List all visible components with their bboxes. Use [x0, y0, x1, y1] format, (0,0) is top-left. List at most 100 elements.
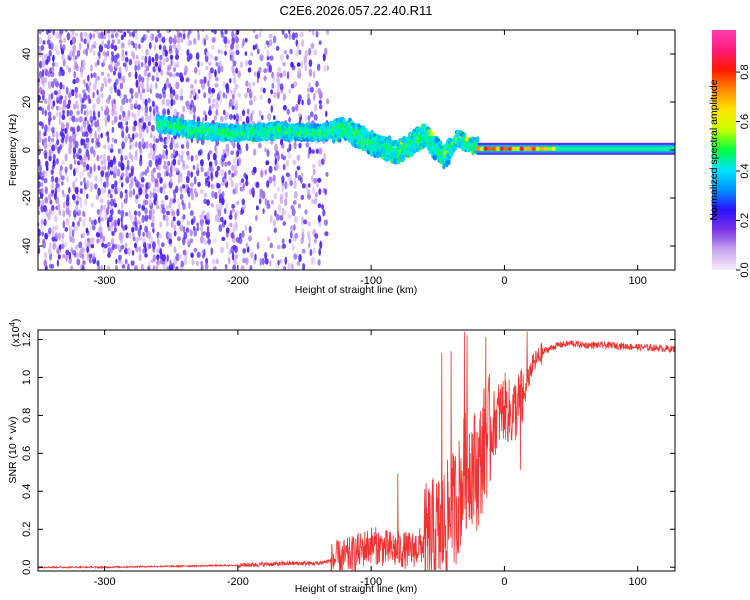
noise-dot — [155, 199, 158, 206]
spectrogram-y-label: Frequency (Hz) — [7, 114, 19, 186]
noise-dot — [277, 204, 282, 213]
noise-dot — [165, 154, 169, 160]
noise-dot — [142, 187, 146, 196]
noise-dot — [78, 216, 82, 222]
noise-dot — [214, 69, 217, 78]
noise-dot — [127, 263, 130, 270]
noise-dot — [81, 253, 85, 260]
noise-dot — [113, 219, 118, 228]
noise-dot — [315, 192, 318, 198]
noise-dot — [114, 61, 118, 68]
noise-dot — [158, 165, 161, 171]
carrier-hot — [491, 146, 496, 151]
noise-dot — [107, 34, 111, 41]
noise-dot — [74, 86, 79, 93]
noise-dot — [40, 218, 44, 226]
noise-dot — [245, 242, 249, 249]
signal-cell — [220, 123, 225, 129]
noise-dot — [131, 93, 134, 100]
noise-dot — [56, 139, 60, 145]
noise-dot — [85, 148, 90, 157]
noise-dot — [223, 109, 226, 116]
noise-dot — [64, 95, 68, 101]
noise-dot — [167, 232, 173, 239]
noise-dot — [155, 71, 159, 79]
noise-dot — [215, 109, 219, 116]
noise-dot — [245, 115, 250, 124]
signal-cell — [184, 120, 188, 127]
noise-dot — [135, 55, 139, 60]
noise-dot — [128, 232, 132, 239]
noise-dot — [52, 54, 55, 63]
noise-dot — [164, 194, 169, 201]
noise-dot — [270, 199, 274, 205]
noise-dot — [128, 172, 132, 178]
spectrogram-y-tick-label: -20 — [21, 190, 33, 206]
noise-dot — [61, 132, 65, 141]
noise-dot — [291, 263, 294, 270]
noise-dot — [81, 265, 85, 270]
noise-dot — [90, 72, 93, 79]
noise-dot — [200, 61, 204, 67]
noise-dot — [212, 98, 216, 104]
noise-dot — [90, 243, 95, 249]
noise-dot — [231, 51, 235, 57]
noise-dot — [178, 172, 183, 177]
noise-dot — [38, 246, 41, 255]
noise-dot — [93, 163, 96, 172]
noise-dot — [41, 30, 45, 33]
noise-dot — [288, 30, 291, 35]
noise-dot — [132, 232, 135, 238]
noise-dot — [294, 50, 299, 57]
noise-dot — [313, 177, 318, 184]
noise-dot — [59, 82, 63, 90]
noise-dot — [248, 188, 252, 196]
noise-dot — [228, 98, 233, 107]
noise-dot — [140, 61, 144, 68]
snr-y-tick-label: 0.6 — [21, 446, 33, 461]
noise-dot — [158, 60, 163, 69]
noise-dot — [122, 110, 126, 118]
noise-dot — [100, 71, 105, 77]
noise-dot — [291, 243, 295, 251]
noise-dot — [100, 169, 105, 178]
noise-dot — [51, 175, 55, 183]
noise-dot — [226, 161, 232, 166]
noise-dot — [100, 160, 104, 166]
noise-dot — [179, 88, 184, 97]
noise-dot — [311, 256, 315, 265]
noise-dot — [321, 204, 324, 210]
noise-dot — [296, 165, 301, 171]
noise-dot — [89, 32, 92, 40]
noise-dot — [61, 54, 65, 61]
noise-dot — [134, 43, 138, 51]
noise-dot — [210, 30, 214, 33]
noise-dot — [82, 260, 86, 266]
noise-dot — [85, 109, 89, 117]
noise-dot — [190, 84, 194, 89]
noise-dot — [107, 39, 111, 45]
noise-dot — [165, 139, 169, 145]
noise-dot — [182, 202, 186, 211]
noise-dot — [177, 159, 181, 166]
noise-dot — [264, 252, 268, 260]
noise-dot — [151, 153, 156, 161]
noise-dot — [274, 143, 278, 152]
noise-dot — [72, 221, 75, 228]
noise-dot — [190, 252, 194, 258]
noise-dot — [124, 258, 128, 265]
noise-dot — [41, 59, 46, 68]
noise-dot — [55, 44, 58, 53]
noise-dot — [74, 205, 79, 212]
noise-dot — [173, 61, 176, 68]
noise-dot — [117, 187, 121, 193]
noise-dot — [73, 71, 76, 79]
noise-dot — [92, 51, 96, 56]
noise-dot — [173, 246, 177, 254]
noise-dot — [89, 166, 93, 174]
snr-background — [38, 330, 675, 571]
noise-dot — [175, 185, 179, 194]
noise-dot — [113, 98, 116, 105]
noise-dot — [148, 259, 152, 268]
noise-dot — [40, 187, 44, 195]
